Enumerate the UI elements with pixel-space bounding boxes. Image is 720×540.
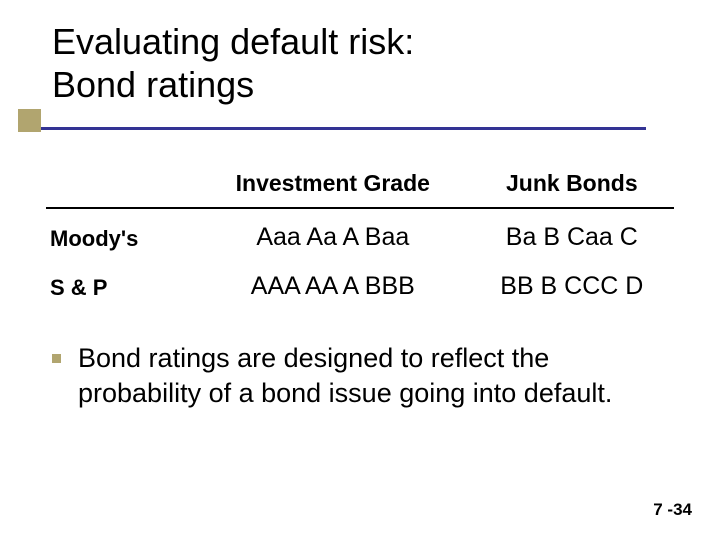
table-row: Moody's Aaa Aa A Baa Ba B Caa C <box>46 208 674 258</box>
bullet-icon <box>52 354 61 363</box>
body-bullet: Bond ratings are designed to reflect the… <box>0 341 720 410</box>
cell-investment: AAA AA A BBB <box>196 258 470 307</box>
table-row: S & P AAA AA A BBB BB B CCC D <box>46 258 674 307</box>
slide: Evaluating default risk: Bond ratings In… <box>0 0 720 540</box>
ratings-table-wrap: Investment Grade Junk Bonds Moody's Aaa … <box>0 164 720 307</box>
cell-investment: Aaa Aa A Baa <box>196 208 470 258</box>
cell-agency: Moody's <box>46 208 196 258</box>
ratings-table: Investment Grade Junk Bonds Moody's Aaa … <box>46 164 674 307</box>
accent-line <box>41 127 646 130</box>
col-junk-bonds: Junk Bonds <box>470 164 674 208</box>
accent-square-icon <box>18 109 41 132</box>
cell-agency: S & P <box>46 258 196 307</box>
bullet-text: Bond ratings are designed to reflect the… <box>78 343 612 408</box>
col-investment-grade: Investment Grade <box>196 164 470 208</box>
accent-row <box>0 114 720 132</box>
cell-junk: BB B CCC D <box>470 258 674 307</box>
slide-title-line1: Evaluating default risk: <box>52 20 720 63</box>
table-header-row: Investment Grade Junk Bonds <box>46 164 674 208</box>
title-block: Evaluating default risk: Bond ratings <box>0 20 720 106</box>
page-number: 7 -34 <box>653 500 692 520</box>
col-agency <box>46 164 196 208</box>
cell-junk: Ba B Caa C <box>470 208 674 258</box>
slide-title-line2: Bond ratings <box>52 63 720 106</box>
